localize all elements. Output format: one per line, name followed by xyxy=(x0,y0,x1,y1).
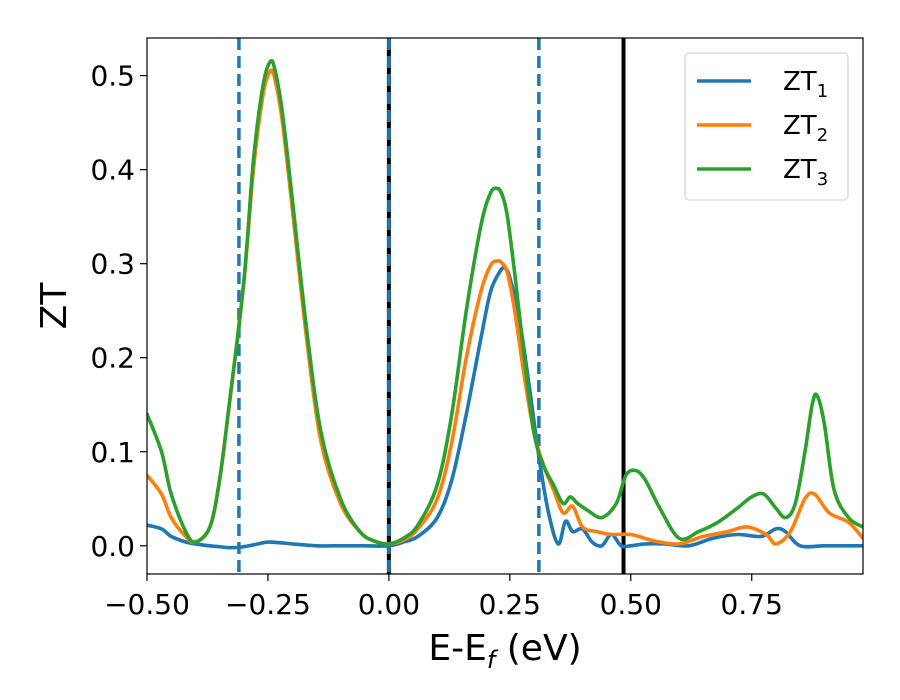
legend-label-zt1: ZT1 xyxy=(783,67,828,102)
y-axis-title: ZT xyxy=(34,282,75,330)
series-lines xyxy=(147,58,863,550)
legend-label-zt2: ZT2 xyxy=(783,111,828,146)
y-tick-label: 0.4 xyxy=(90,154,135,187)
y-tick-label: 0.2 xyxy=(90,342,135,375)
series-line-zt3 xyxy=(147,58,863,546)
legend: ZT1 ZT2 ZT3 xyxy=(684,52,849,201)
x-tick-label: 0.25 xyxy=(479,588,541,621)
x-axis-title-main: E-E xyxy=(428,628,486,669)
y-tick-label: 0.1 xyxy=(90,436,135,469)
x-tick-label: −0.50 xyxy=(104,588,190,621)
x-axis-title-unit: (eV) xyxy=(495,628,581,669)
x-tick-label: 0.75 xyxy=(721,588,783,621)
y-axis-ticks: 0.0 0.1 0.2 0.3 0.4 0.5 xyxy=(90,60,147,563)
x-tick-label: 0.50 xyxy=(600,588,662,621)
x-tick-label: 0.00 xyxy=(358,588,420,621)
x-axis-title: E-Ef (eV) xyxy=(428,628,581,674)
y-tick-label: 0.3 xyxy=(90,248,135,281)
x-axis-ticks: −0.50 −0.25 0.00 0.25 0.50 0.75 xyxy=(104,574,783,621)
x-tick-label: −0.25 xyxy=(225,588,311,621)
legend-box xyxy=(684,52,849,201)
y-tick-label: 0.5 xyxy=(90,60,135,93)
legend-label-zt3: ZT3 xyxy=(783,155,828,190)
plot-frame xyxy=(146,37,864,575)
y-tick-label: 0.0 xyxy=(90,530,135,563)
